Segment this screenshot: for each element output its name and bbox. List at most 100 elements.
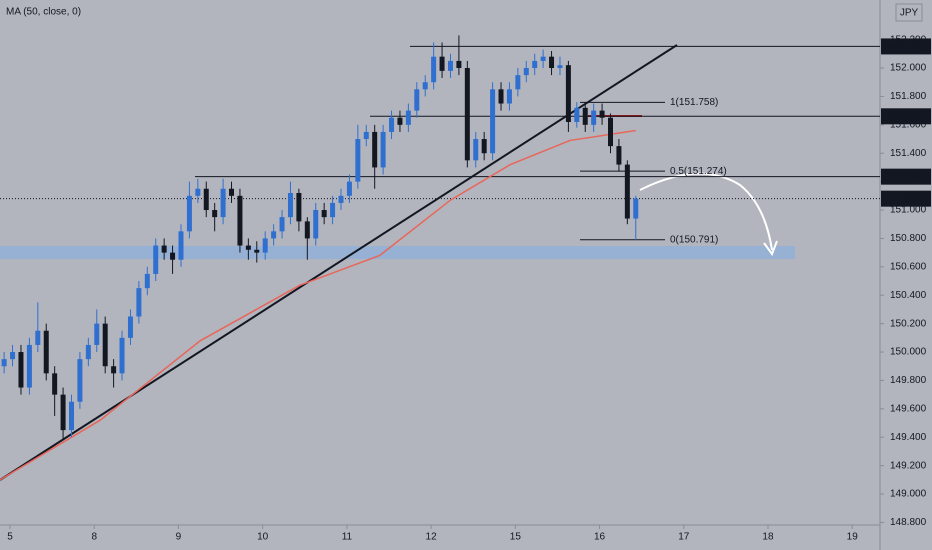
x-tick-label: 17 [678, 532, 690, 543]
candle-body [574, 107, 580, 122]
candle-body [69, 401, 75, 431]
candle-body [287, 192, 293, 218]
candle-body [212, 210, 218, 218]
candle-body [515, 75, 521, 90]
x-tick-label: 10 [257, 532, 269, 543]
price-badge-label: 151.660 [886, 111, 923, 122]
candle-body [77, 359, 83, 402]
candle-body [447, 60, 453, 71]
candle-body [532, 60, 538, 69]
trend-line [0, 44, 678, 481]
candle-body [330, 202, 336, 218]
fib-label: 0.5(151.274) [670, 166, 727, 177]
candle-body [136, 288, 142, 317]
candle-body [170, 252, 176, 260]
candle-body [431, 56, 437, 83]
candle-body [633, 198, 639, 219]
candle-body [549, 56, 555, 69]
candle-body [94, 323, 100, 345]
candle-body [582, 107, 588, 125]
candle-body [220, 188, 226, 218]
x-tick-label: 12 [426, 532, 438, 543]
candle-body [490, 89, 496, 154]
candle-body [498, 89, 504, 104]
arrow-head [763, 240, 778, 257]
candle-body [355, 139, 361, 182]
candle-body [439, 56, 445, 71]
candle-body [397, 117, 403, 125]
candle-body [338, 195, 344, 203]
x-tick-label: 5 [7, 532, 13, 543]
candle-body [26, 344, 32, 388]
candle-body [464, 68, 470, 161]
currency-box [895, 3, 923, 22]
candle-body [296, 192, 302, 222]
candle-body [144, 273, 150, 289]
indicator-label: MA (50, close, 0) [6, 7, 81, 18]
candle-body [506, 89, 512, 104]
y-tick-label: 150.200 [890, 318, 927, 329]
candle-body [372, 131, 378, 168]
candle-body [565, 65, 571, 122]
candle-body [304, 221, 310, 239]
candle-body [1, 359, 7, 367]
y-tick-label: 151.000 [890, 205, 927, 216]
candle-body [599, 110, 605, 118]
candle-body [153, 245, 159, 274]
candle-body [591, 110, 597, 125]
candle-body [203, 188, 209, 211]
x-tick-label: 16 [594, 532, 606, 543]
x-tick-label: 19 [847, 532, 859, 543]
y-tick-label: 151.400 [890, 148, 927, 159]
candle-body [473, 139, 479, 161]
candle-body [616, 146, 622, 165]
y-tick-label: 151.600 [890, 119, 927, 130]
candle-body [608, 117, 614, 147]
price-badge [881, 108, 931, 125]
x-tick-label: 18 [762, 532, 774, 543]
candle-body [245, 245, 251, 250]
support-zone [0, 246, 795, 259]
price-badge [881, 168, 931, 185]
moving-average [0, 129, 636, 481]
candle-body [313, 210, 319, 239]
candle-body [422, 82, 428, 90]
candle-body [229, 188, 235, 196]
y-tick-label: 150.800 [890, 233, 927, 244]
candle-body [456, 60, 462, 69]
candle-body [119, 337, 125, 374]
candle-body [178, 231, 184, 260]
candle-body [346, 181, 352, 196]
candle-body [18, 352, 24, 388]
candle-body [195, 188, 201, 196]
candle-body [237, 195, 243, 246]
fib-label: 1(151.758) [670, 97, 718, 108]
candle-body [85, 344, 91, 360]
price-badge [881, 38, 931, 55]
currency-label: JPY [900, 8, 919, 19]
candle-body [35, 330, 41, 345]
y-tick-label: 150.000 [890, 347, 927, 358]
candle-body [557, 65, 563, 69]
candle-body [111, 366, 117, 374]
y-tick-label: 149.200 [890, 460, 927, 471]
candle-body [10, 352, 16, 360]
candle-body [52, 373, 58, 395]
candle-body [271, 231, 277, 239]
x-tick-label: 15 [510, 532, 522, 543]
y-tick-label: 148.800 [890, 517, 927, 528]
y-tick-label: 150.400 [890, 290, 927, 301]
y-tick-label: 149.000 [890, 489, 927, 500]
x-tick-label: 9 [176, 532, 182, 543]
price-badge [881, 190, 931, 207]
candle-body [102, 323, 108, 367]
price-badge-label: 151.235 [886, 171, 923, 182]
candle-body [279, 217, 285, 232]
candle-body [523, 68, 529, 76]
x-tick-label: 11 [342, 532, 353, 543]
candle-body [43, 330, 49, 374]
candle-body [262, 238, 268, 253]
y-tick-label: 149.600 [890, 403, 927, 414]
candle-body [405, 110, 411, 125]
candle-body [161, 245, 167, 253]
